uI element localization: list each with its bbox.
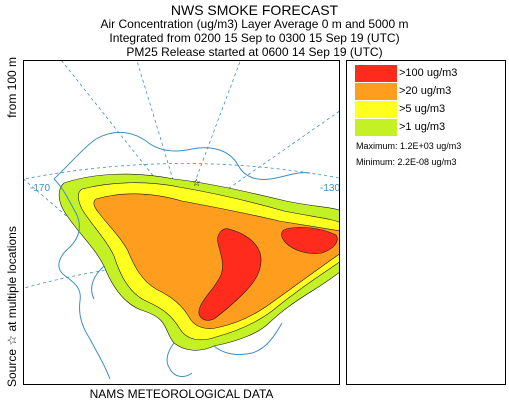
integration-subtitle: Integrated from 0200 15 Sep to 0300 15 S… <box>109 31 400 45</box>
source-height-label: from 100 m <box>5 57 19 118</box>
legend-label-1: >1 ug/m3 <box>399 121 446 133</box>
lon-label-east: -130 <box>320 183 340 194</box>
smoke-contour-100 <box>198 228 262 321</box>
concentration-subtitle: Air Concentration (ug/m3) Layer Average … <box>100 17 409 31</box>
legend-label-20: >20 ug/m3 <box>399 85 452 97</box>
source-side-label: Source ☆ at multiple locations from 100 … <box>5 57 21 387</box>
legend: >100 ug/m3 >20 ug/m3 >5 ug/m3 >1 ug/m3 M… <box>346 60 506 385</box>
coastline <box>53 132 311 380</box>
legend-swatch-5 <box>355 101 397 118</box>
smoke-contour-20 <box>93 193 339 329</box>
legend-swatch-20 <box>355 83 397 100</box>
smoke-map: -170 -130 ☆ <box>23 60 340 385</box>
legend-swatch-100 <box>355 65 397 82</box>
met-data-label: NAMS METEOROLOGICAL DATA <box>89 387 274 401</box>
legend-minimum: Minimum: 2.2E-08 ug/m3 <box>356 157 457 167</box>
source-locations-label: Source ☆ at multiple locations <box>5 226 19 387</box>
legend-label-100: >100 ug/m3 <box>399 67 458 79</box>
map-title: NWS SMOKE FORECAST <box>170 2 339 18</box>
smoke-map-canvas: -170 -130 ☆ <box>24 61 340 380</box>
release-subtitle: PM25 Release started at 0600 14 Sep 19 (… <box>126 45 383 59</box>
lon-label-west: -170 <box>30 183 50 194</box>
legend-maximum: Maximum: 1.2E+03 ug/m3 <box>356 141 462 151</box>
legend-swatch-1 <box>355 119 397 136</box>
smoke-contour-100-east <box>281 227 338 254</box>
source-star-icon: ☆ <box>192 178 201 189</box>
legend-label-5: >5 ug/m3 <box>399 103 446 115</box>
